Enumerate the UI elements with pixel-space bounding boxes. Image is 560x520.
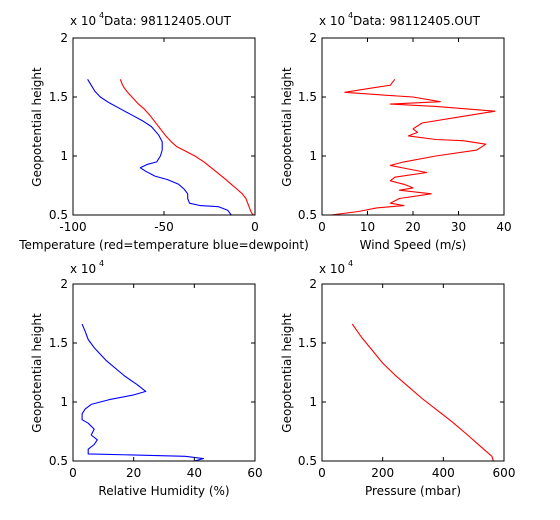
exponent-power: 4 xyxy=(99,259,104,268)
axes-frame xyxy=(321,283,505,462)
y-tick-label: 2 xyxy=(309,31,317,45)
exponent-base: x 10 xyxy=(70,262,96,276)
subplot-relative-humidity: x 10 4 Geopotential height Relative Humi… xyxy=(30,259,263,498)
x-tick-label: 200 xyxy=(371,466,394,480)
x-tick-label: 30 xyxy=(451,220,466,234)
exponent-power: 4 xyxy=(348,259,353,268)
series-line-0 xyxy=(331,78,496,216)
y-tick-label: 0.5 xyxy=(298,454,317,468)
y-axis-label: Geopotential height xyxy=(280,313,294,433)
exponent-power: 4 xyxy=(348,11,353,20)
x-tick-label: 40 xyxy=(496,220,511,234)
exponent-base: x 10 xyxy=(319,14,345,28)
exponent-base: x 10 xyxy=(70,14,96,28)
chart-title: Data: 98112405.OUT xyxy=(353,14,481,28)
y-axis-label: Geopotential height xyxy=(30,313,44,433)
subplot-temperature: x 10 4 Data: 98112405.OUT Geopotential h… xyxy=(18,11,309,252)
series-line-1 xyxy=(87,79,232,216)
subplot-pressure: x 10 4 Geopotential height Pressure (mba… xyxy=(280,259,515,498)
series-line-0 xyxy=(351,323,494,462)
y-tick-label: 2 xyxy=(60,31,68,45)
x-axis-label: Relative Humidity (%) xyxy=(98,484,229,498)
x-tick-label: 20 xyxy=(405,220,420,234)
y-tick-label: 1.5 xyxy=(49,336,68,350)
y-tick-label: 1.5 xyxy=(298,336,317,350)
x-tick-label: 0 xyxy=(69,466,77,480)
series-line-0 xyxy=(119,79,254,216)
x-tick-label: 400 xyxy=(432,466,455,480)
y-tick-label: 2 xyxy=(309,277,317,291)
x-tick-label: 60 xyxy=(247,466,262,480)
chart-title: Data: 98112405.OUT xyxy=(104,14,232,28)
y-tick-label: 0.5 xyxy=(49,454,68,468)
plot-area: 0 10 20 30 40 0.5 1 1.5 2 xyxy=(298,31,512,234)
y-tick-label: 1.5 xyxy=(298,90,317,104)
subplot-wind-speed: x 10 4 Data: 98112405.OUT Geopotential h… xyxy=(280,11,512,252)
x-tick-label: -100 xyxy=(59,220,86,234)
x-tick-label: 10 xyxy=(360,220,375,234)
y-tick-label: 1 xyxy=(60,149,68,163)
axes-frame xyxy=(72,283,256,462)
y-tick-label: 0.5 xyxy=(298,208,317,222)
y-tick-label: 1.5 xyxy=(49,90,68,104)
y-tick-label: 1 xyxy=(309,395,317,409)
x-axis-label: Temperature (red=temperature blue=dewpoi… xyxy=(18,238,309,252)
x-axis-label: Wind Speed (m/s) xyxy=(360,238,467,252)
y-axis-label: Geopotential height xyxy=(280,67,294,187)
y-tick-label: 1 xyxy=(60,395,68,409)
plot-area: -100 -50 0 0.5 1 1.5 2 xyxy=(49,31,259,234)
x-tick-label: -50 xyxy=(154,220,174,234)
y-tick-label: 1 xyxy=(309,149,317,163)
x-tick-label: 20 xyxy=(126,466,141,480)
x-axis-label: Pressure (mbar) xyxy=(365,484,461,498)
exponent-power: 4 xyxy=(99,11,104,20)
y-tick-label: 2 xyxy=(60,277,68,291)
exponent-base: x 10 xyxy=(319,262,345,276)
y-tick-label: 0.5 xyxy=(49,208,68,222)
x-tick-label: 0 xyxy=(251,220,259,234)
x-tick-label: 0 xyxy=(318,220,326,234)
x-tick-label: 600 xyxy=(493,466,516,480)
series-line-0 xyxy=(81,323,204,462)
plot-area: 0 20 40 60 0.5 1 1.5 2 xyxy=(49,277,263,480)
plot-area: 0 200 400 600 0.5 1 1.5 2 xyxy=(298,277,516,480)
y-axis-label: Geopotential height xyxy=(30,67,44,187)
x-tick-label: 0 xyxy=(318,466,326,480)
x-tick-label: 40 xyxy=(187,466,202,480)
